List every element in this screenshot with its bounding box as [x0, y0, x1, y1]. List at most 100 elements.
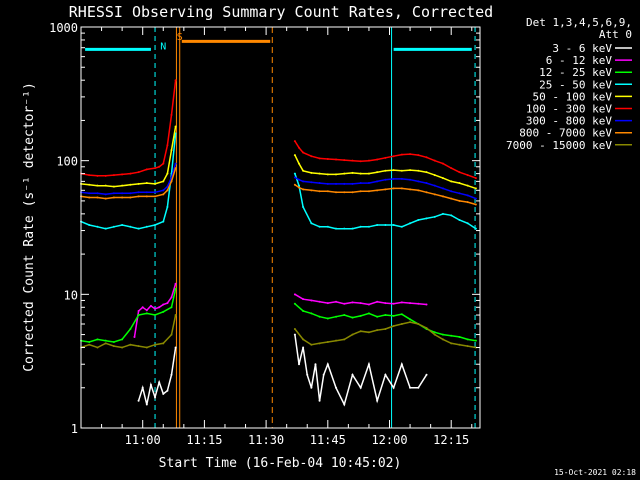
data-point [302, 346, 305, 349]
data-point [433, 159, 436, 162]
data-point [450, 180, 453, 183]
data-point [450, 342, 453, 345]
data-point [474, 339, 477, 342]
data-point [154, 191, 157, 194]
data-point [88, 183, 91, 186]
data-point [302, 338, 305, 341]
data-point [129, 328, 132, 331]
data-point [335, 315, 338, 318]
data-point [162, 310, 165, 313]
data-point [367, 182, 370, 185]
data-point [433, 184, 436, 187]
data-point [376, 399, 379, 402]
data-point [129, 225, 132, 228]
data-point [104, 174, 107, 177]
data-point [137, 182, 140, 185]
data-point [141, 306, 144, 309]
data-point [392, 155, 395, 158]
series-300-800-kev-group [80, 162, 477, 200]
data-point [154, 343, 157, 346]
data-point [162, 303, 165, 306]
data-point [318, 399, 321, 402]
data-point [326, 173, 329, 176]
data-point [137, 399, 140, 402]
series-line [80, 126, 477, 190]
data-point [433, 174, 436, 177]
data-point [417, 218, 420, 221]
legend-label: 7000 - 15000 keV [506, 139, 612, 152]
data-point [174, 162, 177, 165]
data-point [351, 182, 354, 185]
data-point [158, 381, 161, 384]
data-point [417, 189, 420, 192]
data-point [154, 167, 157, 170]
data-point [425, 303, 428, 306]
data-point [88, 343, 91, 346]
data-point [326, 317, 329, 320]
data-point [417, 180, 420, 183]
footer-timestamp: 15-Oct-2021 02:18 [554, 468, 636, 477]
data-point [335, 182, 338, 185]
y-tick-label: 100 [56, 155, 78, 169]
data-point [466, 345, 469, 348]
x-axis-label: Start Time (16-Feb-04 10:45:02) [159, 456, 402, 471]
data-point [392, 177, 395, 180]
data-point [400, 313, 403, 316]
data-point [112, 174, 115, 177]
data-point [145, 403, 148, 406]
data-point [293, 154, 296, 157]
data-point [359, 225, 362, 228]
data-point [343, 314, 346, 317]
data-point [425, 191, 428, 194]
data-point [458, 335, 461, 338]
x-axis-ticks: 11:00 11:15 11:30 11:45 12:00 12:15 [80, 27, 473, 447]
data-point [450, 197, 453, 200]
data-point [104, 184, 107, 187]
y-tick-label: 1 [71, 422, 78, 436]
data-point [392, 386, 395, 389]
data-point [310, 189, 313, 192]
data-point [174, 282, 177, 285]
data-point [343, 191, 346, 194]
data-point [96, 174, 99, 177]
legend-label: 800 - 7000 keV [519, 127, 612, 140]
data-point [318, 157, 321, 160]
annotation-s: S [177, 32, 183, 43]
data-point [96, 346, 99, 349]
x-tick-label: 12:00 [371, 433, 407, 447]
data-point [318, 182, 321, 185]
data-point [112, 196, 115, 199]
data-point [351, 373, 354, 376]
data-point [376, 189, 379, 192]
series-line [80, 133, 477, 230]
data-point [170, 296, 173, 299]
data-point [129, 172, 132, 175]
data-point [359, 190, 362, 193]
data-point [417, 386, 420, 389]
data-point [441, 177, 444, 180]
data-point [162, 180, 165, 183]
data-point [458, 192, 461, 195]
data-point [149, 304, 152, 307]
data-point [400, 322, 403, 325]
data-point [112, 192, 115, 195]
data-point [351, 333, 354, 336]
data-point [145, 195, 148, 198]
data-point [400, 177, 403, 180]
x-tick-label: 11:00 [125, 433, 161, 447]
x-tick-label: 11:45 [310, 433, 346, 447]
data-point [129, 183, 132, 186]
data-point [302, 188, 305, 191]
data-point [384, 156, 387, 159]
data-point [310, 312, 313, 315]
series-7000-15000-kev-group [80, 314, 477, 349]
data-point [318, 315, 321, 318]
series-50-100-kev-group [80, 125, 477, 190]
y-tick-label: 1000 [49, 21, 78, 35]
data-point [335, 339, 338, 342]
data-point [154, 307, 157, 310]
data-point [310, 171, 313, 174]
data-point [170, 113, 173, 116]
data-point [298, 162, 301, 165]
